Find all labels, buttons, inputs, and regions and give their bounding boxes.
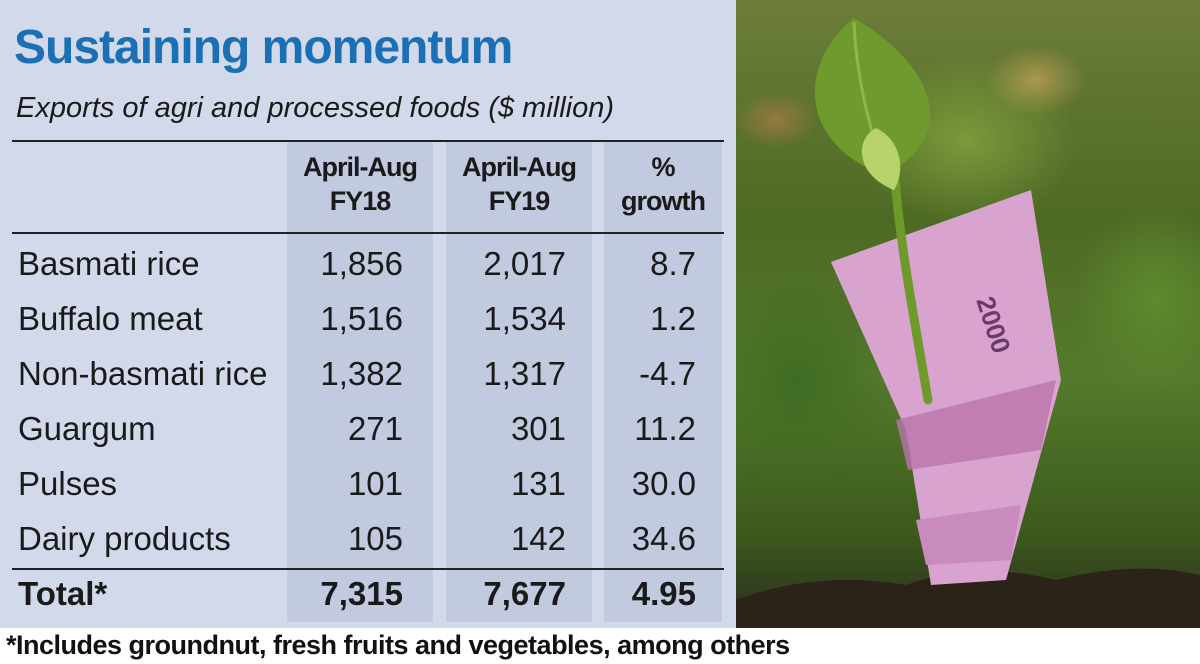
column-header-growth-line2: growth [621,186,706,216]
small-leaf [861,128,901,190]
cell-basmati-rice-fy18: 1,856 [320,245,403,282]
column-shade-growth [604,142,722,622]
sapling-illustration: 2000 [736,18,1200,628]
cell-guargum-growth: 11.2 [634,410,696,447]
column-header-fy18-line2: FY18 [329,186,392,216]
large-leaf [814,18,931,175]
cell-dairy-products-fy19: 142 [510,520,566,557]
rupee-note-fold [896,380,1056,470]
chart-subtitle: Exports of agri and processed foods ($ m… [16,92,615,124]
rupee-note-lower-fold [916,505,1021,565]
column-header-growth: % growth [604,150,722,218]
cell-non-basmati-rice-fy19: 1,317 [483,355,566,392]
column-header-growth-line1: % [651,152,675,182]
sapling-stem [889,165,933,405]
row-label-dairy-products: Dairy products [18,520,231,557]
cell-guargum-fy19: 301 [510,410,566,447]
column-header-fy19-line1: April-Aug [462,152,577,182]
cell-total-growth: 4.95 [631,575,696,612]
row-label-pulses: Pulses [18,465,118,502]
column-header-fy18-line1: April-Aug [303,152,418,182]
header-top-rule [12,140,724,142]
table-footnote: *Includes groundnut, fresh fruits and ve… [6,630,790,660]
total-top-rule [12,568,724,570]
chart-title: Sustaining momentum [14,21,513,74]
sapling-money-photo: 2000 [736,0,1200,628]
rupee-note-cone [831,190,1061,585]
row-label-total: Total* [18,575,108,612]
cell-total-fy19: 7,677 [483,575,566,612]
column-shade-fy18 [287,142,433,622]
cell-pulses-growth: 30.0 [631,465,696,502]
cell-dairy-products-fy18: 105 [347,520,403,557]
cell-buffalo-meat-fy19: 1,534 [483,300,566,337]
row-label-guargum: Guargum [18,410,156,447]
cell-basmati-rice-fy19: 2,017 [483,245,566,282]
table-panel: Sustaining momentum Exports of agri and … [0,0,736,628]
cell-pulses-fy19: 131 [510,465,566,502]
soil-mound [736,568,1200,628]
column-header-fy18: April-Aug FY18 [287,150,433,218]
cell-non-basmati-rice-growth: -4.7 [639,355,696,392]
cell-non-basmati-rice-fy18: 1,382 [320,355,403,392]
cell-total-fy18: 7,315 [320,575,403,612]
column-header-fy19-line2: FY19 [488,186,551,216]
column-shade-fy19 [446,142,592,622]
cell-buffalo-meat-fy18: 1,516 [320,300,403,337]
cell-pulses-fy18: 101 [347,465,403,502]
header-bottom-rule [12,232,724,234]
cell-guargum-fy18: 271 [347,410,403,447]
cell-dairy-products-growth: 34.6 [631,520,696,557]
column-header-fy19: April-Aug FY19 [446,150,592,218]
row-label-buffalo-meat: Buffalo meat [18,300,203,337]
row-label-basmati-rice: Basmati rice [18,245,200,282]
cell-buffalo-meat-growth: 1.2 [650,300,696,337]
row-label-non-basmati-rice: Non-basmati rice [18,355,268,392]
cell-basmati-rice-growth: 8.7 [650,245,696,282]
